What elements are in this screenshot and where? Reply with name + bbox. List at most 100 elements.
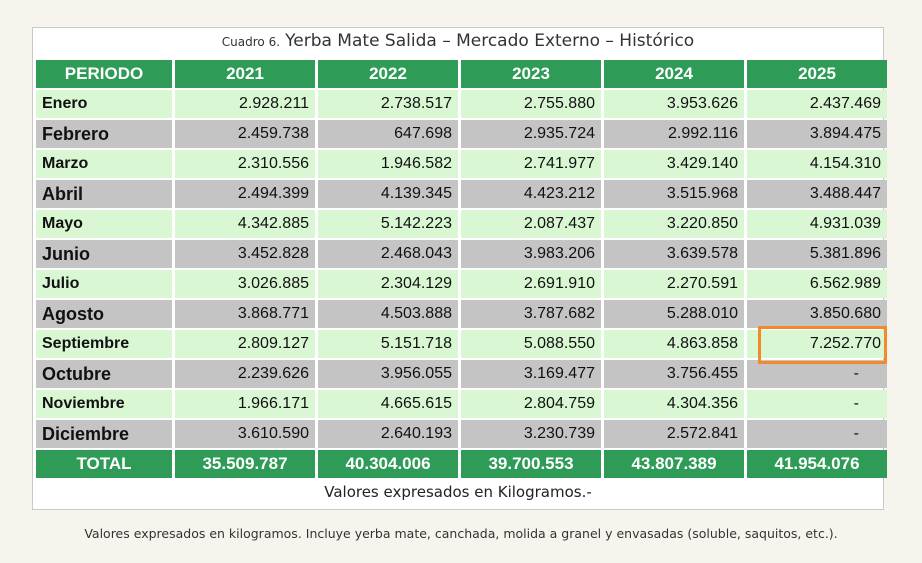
header-year: 2025 <box>747 60 887 88</box>
value-cell: - <box>747 360 887 388</box>
value-cell: 3.983.206 <box>461 240 601 268</box>
value-cell: 4.342.885 <box>175 210 315 238</box>
table-row: Agosto 3.868.771 4.503.888 3.787.682 5.288.0… <box>36 300 887 328</box>
header-periodo: PERIODO <box>36 60 172 88</box>
value-cell: 2.928.211 <box>175 90 315 118</box>
table-row: Enero 2.928.211 2.738.517 2.755.880 3.953.62… <box>36 90 887 118</box>
header-year: 2024 <box>604 60 744 88</box>
value-cell: 2.270.591 <box>604 270 744 298</box>
month-cell: Febrero <box>36 120 172 148</box>
value-cell: 2.741.977 <box>461 150 601 178</box>
value-cell: 5.088.550 <box>461 330 601 358</box>
month-cell: Marzo <box>36 150 172 178</box>
value-cell: 5.142.223 <box>318 210 458 238</box>
value-cell: 3.956.055 <box>318 360 458 388</box>
value-cell: 2.935.724 <box>461 120 601 148</box>
value-cell: 2.640.193 <box>318 420 458 448</box>
value-cell: 1.966.171 <box>175 390 315 418</box>
value-cell: 3.894.475 <box>747 120 887 148</box>
table-row: Diciembre 3.610.590 2.640.193 3.230.739 2.57… <box>36 420 887 448</box>
table-row: Julio 3.026.885 2.304.129 2.691.910 2.270.59… <box>36 270 887 298</box>
value-cell: 2.459.738 <box>175 120 315 148</box>
value-cell: 2.691.910 <box>461 270 601 298</box>
value-cell: 2.738.517 <box>318 90 458 118</box>
value-cell: 2.087.437 <box>461 210 601 238</box>
header-year: 2021 <box>175 60 315 88</box>
value-cell: 3.515.968 <box>604 180 744 208</box>
table-row: Junio 3.452.828 2.468.043 3.983.206 3.639.57… <box>36 240 887 268</box>
value-cell: 4.931.039 <box>747 210 887 238</box>
value-cell: 4.423.212 <box>461 180 601 208</box>
footnote: Valores expresados en kilogramos. Incluy… <box>84 526 838 541</box>
value-cell: 4.154.310 <box>747 150 887 178</box>
month-cell: Abril <box>36 180 172 208</box>
value-cell: 3.169.477 <box>461 360 601 388</box>
total-label: TOTAL <box>36 450 172 478</box>
value-cell: 2.468.043 <box>318 240 458 268</box>
total-row: TOTAL 35.509.787 40.304.006 39.700.553 4… <box>36 450 887 478</box>
value-cell: 2.494.399 <box>175 180 315 208</box>
value-cell: 7.252.770 <box>747 330 887 358</box>
value-cell: 4.304.356 <box>604 390 744 418</box>
value-cell: 3.026.885 <box>175 270 315 298</box>
value-cell: - <box>747 420 887 448</box>
header-row: PERIODO 2021 2022 2023 2024 2025 <box>36 60 887 88</box>
value-cell: 3.610.590 <box>175 420 315 448</box>
value-cell: 3.488.447 <box>747 180 887 208</box>
value-cell: 3.850.680 <box>747 300 887 328</box>
value-cell: 5.151.718 <box>318 330 458 358</box>
caption-label: Cuadro 6. <box>221 35 281 49</box>
table-row: Septiembre 2.809.127 5.151.718 5.088.550 4.8… <box>36 330 887 358</box>
month-cell: Septiembre <box>36 330 172 358</box>
value-cell: 3.868.771 <box>175 300 315 328</box>
value-cell: 4.139.345 <box>318 180 458 208</box>
value-cell: 5.288.010 <box>604 300 744 328</box>
month-cell: Junio <box>36 240 172 268</box>
total-cell: 39.700.553 <box>461 450 601 478</box>
header-year: 2023 <box>461 60 601 88</box>
value-cell: 3.429.140 <box>604 150 744 178</box>
value-cell: 3.639.578 <box>604 240 744 268</box>
value-cell: 2.304.129 <box>318 270 458 298</box>
value-cell: 1.946.582 <box>318 150 458 178</box>
month-cell: Mayo <box>36 210 172 238</box>
value-cell: 647.698 <box>318 120 458 148</box>
value-cell: 3.756.455 <box>604 360 744 388</box>
value-cell: 6.562.989 <box>747 270 887 298</box>
table-row: Abril 2.494.399 4.139.345 4.423.212 3.515.96… <box>36 180 887 208</box>
data-table: PERIODO 2021 2022 2023 2024 2025 Enero 2.… <box>33 58 890 480</box>
table-row: Marzo 2.310.556 1.946.582 2.741.977 3.429.14… <box>36 150 887 178</box>
total-cell: 41.954.076 <box>747 450 887 478</box>
value-cell: 2.992.116 <box>604 120 744 148</box>
value-cell: 3.787.682 <box>461 300 601 328</box>
value-cell: 2.239.626 <box>175 360 315 388</box>
value-cell: 2.755.880 <box>461 90 601 118</box>
value-cell: 2.437.469 <box>747 90 887 118</box>
value-cell: 3.953.626 <box>604 90 744 118</box>
month-cell: Julio <box>36 270 172 298</box>
value-cell: 2.310.556 <box>175 150 315 178</box>
value-cell: 2.804.759 <box>461 390 601 418</box>
value-cell: 2.572.841 <box>604 420 744 448</box>
month-cell: Agosto <box>36 300 172 328</box>
month-cell: Enero <box>36 90 172 118</box>
table-row: Febrero 2.459.738 647.698 2.935.724 2.992.11… <box>36 120 887 148</box>
value-cell: 2.809.127 <box>175 330 315 358</box>
table-row: Octubre 2.239.626 3.956.055 3.169.477 3.756.… <box>36 360 887 388</box>
month-cell: Noviembre <box>36 390 172 418</box>
value-cell: 3.220.850 <box>604 210 744 238</box>
table-row: Mayo 4.342.885 5.142.223 2.087.437 3.220.850… <box>36 210 887 238</box>
total-cell: 40.304.006 <box>318 450 458 478</box>
units-note: Valores expresados en Kilogramos.- <box>324 483 592 501</box>
month-cell: Octubre <box>36 360 172 388</box>
value-cell: 4.863.858 <box>604 330 744 358</box>
header-year: 2022 <box>318 60 458 88</box>
caption-title: Yerba Mate Salida – Mercado Externo – Hi… <box>285 31 695 51</box>
table-row: Noviembre 1.966.171 4.665.615 2.804.759 4.30… <box>36 390 887 418</box>
value-cell: 4.503.888 <box>318 300 458 328</box>
value-cell: 4.665.615 <box>318 390 458 418</box>
value-cell: 5.381.896 <box>747 240 887 268</box>
month-cell: Diciembre <box>36 420 172 448</box>
table-caption: Cuadro 6. Yerba Mate Salida – Mercado Ex… <box>32 31 884 58</box>
total-cell: 43.807.389 <box>604 450 744 478</box>
